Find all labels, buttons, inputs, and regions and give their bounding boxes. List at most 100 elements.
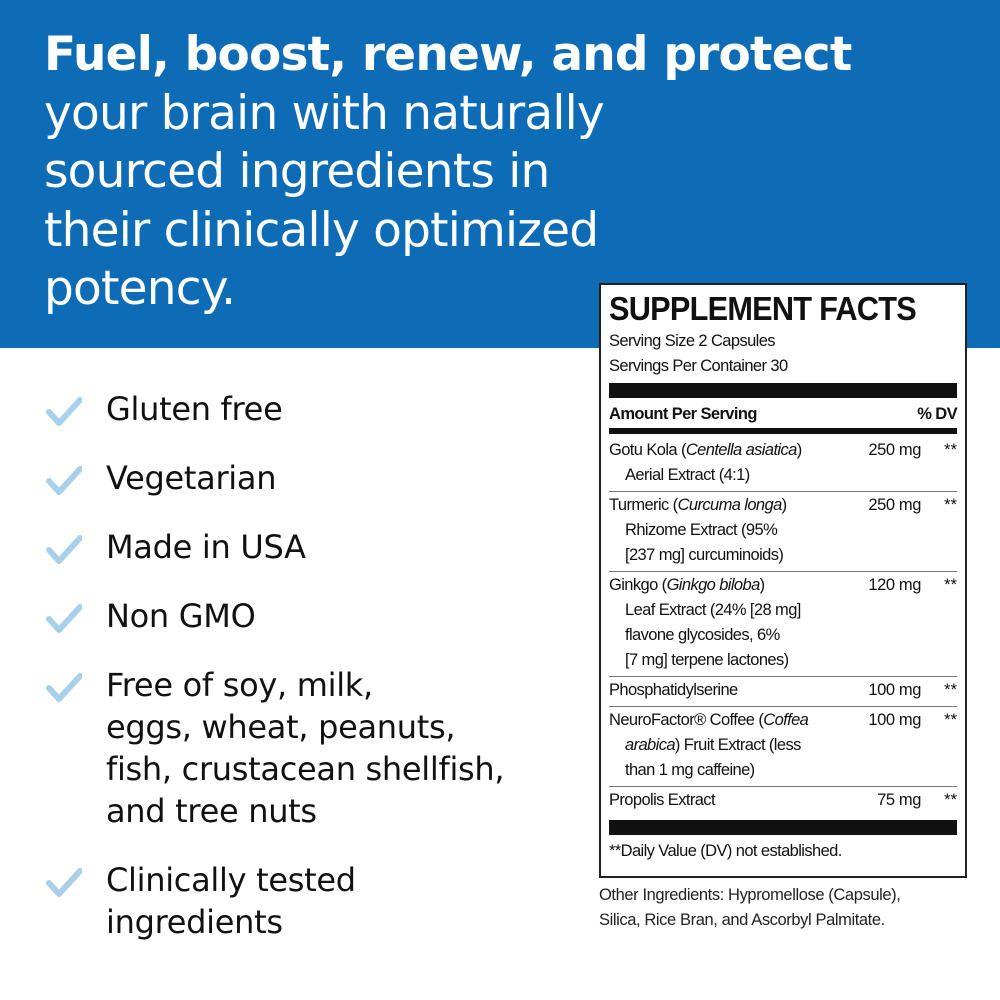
ingredient-row: Propolis Extract 75 mg ** <box>609 787 957 816</box>
name-text: Propolis Extract <box>609 791 716 809</box>
divider-bar <box>609 428 957 434</box>
ingredient-name-line: Propolis Extract <box>609 788 841 813</box>
name-text: Ginkgo ( <box>609 576 667 594</box>
servings-per-container: Servings Per Container 30 <box>609 357 788 375</box>
checklist-item: Non GMO <box>46 595 504 637</box>
checklist-text: Vegetarian <box>106 459 277 497</box>
checklist-text: Made in USA <box>106 528 306 566</box>
headline-line: your brain with naturally <box>44 85 605 141</box>
name-text: ) <box>796 441 802 459</box>
name-text: ) <box>759 576 765 594</box>
check-icon <box>46 532 83 564</box>
ingredient-name-line: arabica) Fruit Extract (less <box>609 733 841 758</box>
ingredient-row: Ginkgo (Ginkgo biloba) Leaf Extract (24% … <box>609 572 957 677</box>
ingredient-name: Turmeric (Curcuma longa) Rhizome Extract … <box>609 493 841 568</box>
footnote: **Daily Value (DV) not established. <box>609 842 842 860</box>
checklist-item: Gluten free <box>46 388 504 430</box>
other-ingredients-line: Other Ingredients: Hypromellose (Capsule… <box>599 886 901 904</box>
feature-checklist: Gluten free Vegetarian Made in USA Non GMO F… <box>46 388 505 970</box>
ingredient-amount: 100 mg <box>868 711 921 729</box>
name-text: NeuroFactor® Coffee ( <box>609 711 764 729</box>
ingredient-amount: 250 mg <box>868 441 921 459</box>
headline-line: sourced ingredients in <box>44 144 550 199</box>
ingredient-name-line: Leaf Extract (24% [28 mg] <box>609 598 841 623</box>
ingredient-table: Gotu Kola (Centella asiatica) Aerial Extr… <box>609 437 957 816</box>
ingredient-name-line: Ginkgo (Ginkgo biloba) <box>609 573 841 598</box>
divider-bar <box>609 820 957 835</box>
check-icon <box>46 394 83 426</box>
ingredient-dv: ** <box>944 441 957 459</box>
ingredient-dv: ** <box>944 576 957 594</box>
facts-title: SUPPLEMENT FACTS <box>609 290 917 327</box>
checklist-text: Clinically tested <box>106 861 356 899</box>
ingredient-dv: ** <box>944 791 957 809</box>
checklist-text: Free of soy, milk, <box>106 666 373 704</box>
ingredient-name: Ginkgo (Ginkgo biloba) Leaf Extract (24% … <box>609 573 841 673</box>
check-icon <box>46 463 83 495</box>
facts-header: Amount Per Serving % DV <box>609 400 958 428</box>
ingredient-name: Propolis Extract <box>609 788 841 813</box>
name-text: [237 mg] curcuminoids) <box>625 546 784 564</box>
headline-line: their clinically optimized <box>44 202 599 258</box>
name-text: Gotu Kola ( <box>609 441 686 459</box>
check-icon <box>46 865 83 897</box>
ingredient-dv: ** <box>944 681 957 699</box>
ingredient-name: Gotu Kola (Centella asiatica) Aerial Extr… <box>609 438 841 488</box>
ingredient-amount: 250 mg <box>868 496 921 514</box>
ingredient-name-line: [237 mg] curcuminoids) <box>609 543 841 568</box>
headline-line: potency. <box>44 261 236 316</box>
latin-name: arabica <box>625 736 676 754</box>
checklist-item: Made in USA <box>46 526 504 568</box>
checklist-item: Clinically tested ingredients <box>46 859 504 943</box>
ingredient-name-line: than 1 mg caffeine) <box>609 758 841 783</box>
other-ingredients-line: Silica, Rice Bran, and Ascorbyl Palmitat… <box>599 911 885 929</box>
dv-label: % DV <box>917 405 957 423</box>
ingredient-name-line: Gotu Kola (Centella asiatica) <box>609 438 841 463</box>
divider-bar <box>609 383 957 398</box>
ingredient-row: Gotu Kola (Centella asiatica) Aerial Extr… <box>609 437 957 492</box>
name-text: flavone glycosides, 6% <box>625 626 780 644</box>
ingredient-amount: 75 mg <box>877 791 921 809</box>
ingredient-amount: 100 mg <box>868 681 921 699</box>
latin-name: Centella asiatica <box>685 441 797 459</box>
ingredient-dv: ** <box>944 711 957 729</box>
checklist-item: Vegetarian <box>46 457 504 499</box>
checklist-text: fish, crustacean shellfish, <box>106 750 505 788</box>
headline: Fuel, boost, renew, and protect your brai… <box>44 26 852 319</box>
name-text: Rhizome Extract (95% <box>625 521 778 539</box>
name-text: than 1 mg caffeine) <box>625 761 755 779</box>
ingredient-name-line: NeuroFactor® Coffee (Coffea <box>609 708 841 733</box>
name-text: ) Fruit Extract (less <box>674 736 801 754</box>
checklist-text: ingredients <box>106 903 283 941</box>
supplement-facts-panel: SUPPLEMENT FACTS Serving Size 2 Capsules… <box>599 283 967 878</box>
check-icon <box>46 601 83 633</box>
checklist-text: and tree nuts <box>106 792 317 830</box>
latin-name: Curcuma longa <box>677 496 783 514</box>
checklist-text: Gluten free <box>106 390 283 428</box>
check-icon <box>46 670 83 702</box>
ingredient-row: Turmeric (Curcuma longa) Rhizome Extract … <box>609 492 957 572</box>
ingredient-name-line: [7 mg] terpene lactones) <box>609 648 841 673</box>
name-text: ) <box>781 496 787 514</box>
ingredient-row: NeuroFactor® Coffee (Coffea arabica) Frui… <box>609 707 957 787</box>
name-text: Aerial Extract (4:1) <box>625 466 750 484</box>
name-text: [7 mg] terpene lactones) <box>625 651 789 669</box>
other-ingredients: Other Ingredients: Hypromellose (Capsule… <box>599 883 901 933</box>
ingredient-name-line: Phosphatidylserine <box>609 678 841 703</box>
checklist-text: eggs, wheat, peanuts, <box>106 708 456 746</box>
ingredient-name: Phosphatidylserine <box>609 678 841 703</box>
latin-name: Coffea <box>763 711 809 729</box>
ingredient-name: NeuroFactor® Coffee (Coffea arabica) Frui… <box>609 708 841 783</box>
ingredient-name-line: Aerial Extract (4:1) <box>609 463 841 488</box>
name-text: Turmeric ( <box>609 496 678 514</box>
name-text: Leaf Extract (24% [28 mg] <box>625 601 801 619</box>
ingredient-dv: ** <box>944 496 957 514</box>
ingredient-name-line: Rhizome Extract (95% <box>609 518 841 543</box>
ingredient-amount: 120 mg <box>868 576 921 594</box>
checklist-text: Non GMO <box>106 597 256 635</box>
latin-name: Ginkgo biloba <box>666 576 761 594</box>
name-text: Phosphatidylserine <box>609 681 738 699</box>
amount-per-serving-label: Amount Per Serving <box>609 405 757 423</box>
checklist-item: Free of soy, milk, eggs, wheat, peanuts, f… <box>46 664 505 832</box>
ingredient-row: Phosphatidylserine 100 mg ** <box>609 677 957 707</box>
